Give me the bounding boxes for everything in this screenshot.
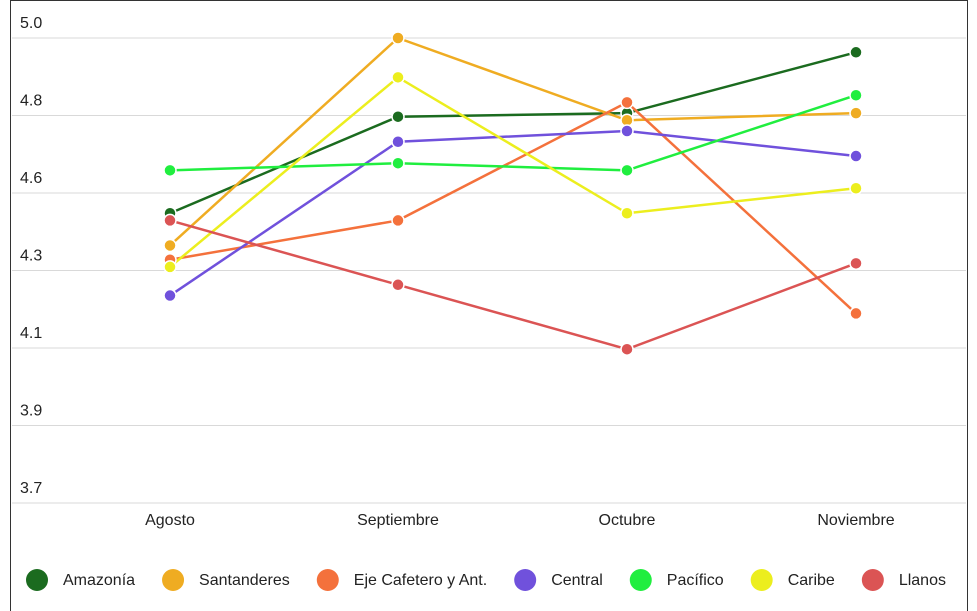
data-point: [163, 213, 177, 228]
data-point: [620, 95, 634, 110]
legend-marker: [750, 569, 773, 591]
x-tick-label: Septiembre: [357, 512, 439, 529]
data-point: [163, 288, 177, 303]
data-point: [391, 70, 405, 85]
data-point: [849, 45, 863, 60]
x-tick-label: Agosto: [145, 512, 195, 529]
data-point: [391, 156, 405, 170]
legend-label: Llanos: [899, 572, 946, 589]
y-tick-label: 4.6: [20, 170, 42, 187]
data-point: [163, 163, 177, 178]
y-tick-label: 4.1: [20, 325, 42, 342]
legend-label: Eje Cafetero y Ant.: [354, 572, 487, 589]
series-line: [169, 75, 857, 268]
y-tick-label: 5.0: [20, 15, 42, 32]
data-point: [620, 342, 634, 356]
chart-frame: [10, 0, 968, 611]
legend-label: Caribe: [788, 572, 835, 589]
data-point: [620, 124, 634, 138]
series-line: [169, 129, 857, 297]
legend-marker: [26, 569, 48, 591]
y-tick-label: 4.8: [20, 93, 42, 110]
data-point: [163, 260, 177, 274]
legend-marker: [514, 569, 537, 591]
series-line: [169, 51, 857, 215]
y-tick-label: 4.3: [20, 248, 42, 265]
data-point: [391, 278, 405, 292]
data-point: [849, 256, 863, 271]
legend-marker: [861, 569, 884, 591]
x-tick-label: Noviembre: [817, 512, 894, 529]
legend-label: Amazonía: [63, 572, 135, 589]
series-line: [169, 100, 857, 315]
series-line: [169, 219, 857, 351]
legend-marker: [629, 569, 652, 591]
data-point: [849, 181, 863, 195]
y-tick-label: 3.7: [20, 480, 42, 497]
data-point: [849, 88, 863, 102]
data-point: [849, 306, 863, 321]
data-point: [620, 206, 634, 221]
series-line: [169, 94, 857, 172]
series-line: [169, 36, 857, 247]
legend-marker: [162, 569, 185, 591]
y-tick-label: 3.9: [20, 403, 42, 420]
data-point: [391, 213, 405, 228]
x-tick-label: Octubre: [599, 512, 656, 529]
data-point: [391, 31, 405, 45]
data-point: [163, 238, 177, 253]
legend-label: Central: [551, 572, 603, 589]
data-point: [849, 149, 863, 163]
data-point: [391, 109, 405, 124]
data-point: [391, 134, 405, 149]
data-point: [620, 163, 634, 178]
legend-label: Santanderes: [199, 572, 290, 589]
data-point: [849, 106, 863, 120]
legend-label: Pacífico: [667, 572, 724, 589]
legend-marker: [316, 569, 339, 591]
